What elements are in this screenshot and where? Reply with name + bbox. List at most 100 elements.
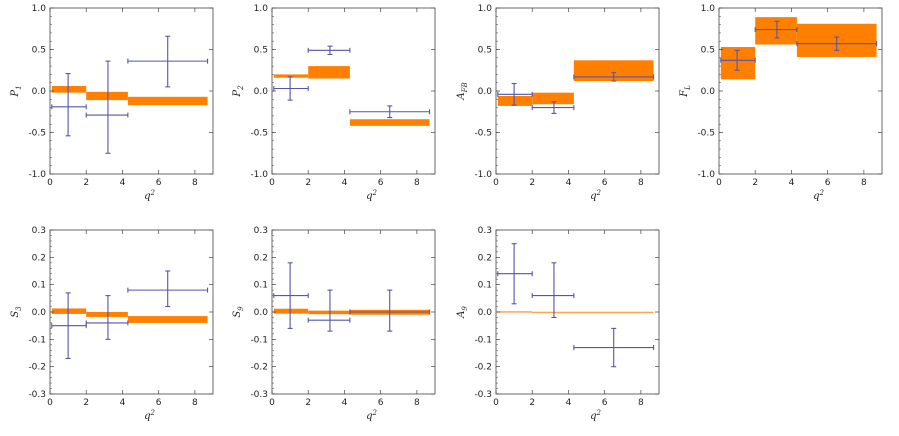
- x-tick-label: 8: [861, 178, 867, 188]
- theory-band-2: [86, 91, 128, 101]
- y-tick-label: 0.0: [254, 87, 269, 97]
- theory-band-3: [349, 119, 430, 126]
- x-tick-label: 8: [192, 178, 198, 188]
- y-tick-label: 1.0: [701, 4, 716, 14]
- data-point-2: [85, 60, 129, 154]
- y-tick-label: 0.2: [478, 253, 492, 263]
- y-tick-label: 0.3: [254, 226, 268, 236]
- theory-band-3: [127, 316, 208, 323]
- data-point-1: [51, 292, 87, 360]
- data-point-3: [573, 327, 655, 368]
- x-tick-label: 6: [156, 178, 162, 188]
- y-tick-label: 0.0: [32, 308, 47, 318]
- y-tick-label: 0.3: [32, 226, 46, 236]
- data-point-2: [307, 45, 351, 56]
- y-tick-label: -1.0: [250, 170, 268, 180]
- x-tick-label: 4: [120, 398, 126, 408]
- x-tick-label: 8: [414, 178, 420, 188]
- data-point-3: [349, 105, 431, 119]
- chart-panel-7: -0.3 -0.2 -0.1 0.0 0.1 0.2 0.3 0 2 4 6 8 q2 A9: [456, 226, 660, 422]
- data-point-2: [307, 289, 351, 332]
- x-tick-label: 0: [269, 398, 275, 408]
- y-tick-label: -0.1: [250, 335, 268, 345]
- y-axis-label: A9: [456, 306, 469, 319]
- plot-frame: [495, 7, 660, 175]
- x-tick-label: 4: [566, 178, 572, 188]
- chart-panel-3: -1.0 -0.5 0.0 0.5 1.0 0 2 4 6 8 q2 AFB: [456, 4, 660, 202]
- x-tick-label: 8: [638, 398, 644, 408]
- y-tick-label: -0.5: [28, 129, 46, 139]
- x-tick-label: 6: [378, 178, 384, 188]
- y-tick-label: 0.5: [478, 46, 492, 56]
- y-tick-label: -0.3: [250, 390, 268, 400]
- theory-band-1: [273, 308, 309, 314]
- y-tick-label: 0.0: [254, 308, 269, 318]
- data-point-1: [51, 73, 87, 137]
- theory-band-1: [497, 311, 533, 313]
- theory-band-3: [573, 311, 654, 314]
- data-point-3: [127, 270, 209, 308]
- y-tick-label: 0.2: [254, 253, 268, 263]
- data-point-2: [531, 101, 575, 114]
- x-tick-label: 2: [529, 178, 535, 188]
- theory-band-2: [308, 310, 350, 315]
- y-axis-label: P1: [10, 85, 23, 97]
- data-point-2: [85, 295, 129, 340]
- x-axis-label: q2: [366, 409, 377, 422]
- theory-band-1: [497, 95, 533, 106]
- x-axis-label: q2: [366, 189, 377, 202]
- x-tick-label: 8: [638, 178, 644, 188]
- y-tick-label: 0.2: [32, 253, 46, 263]
- data-point-3: [349, 289, 431, 332]
- x-axis-label: q2: [144, 409, 155, 422]
- y-tick-label: -0.1: [474, 335, 492, 345]
- x-tick-label: 8: [414, 398, 420, 408]
- y-tick-label: -0.1: [28, 335, 46, 345]
- y-tick-label: -0.5: [697, 129, 715, 139]
- x-tick-label: 0: [269, 178, 275, 188]
- y-tick-label: 0.0: [32, 87, 47, 97]
- y-tick-label: 0.0: [701, 87, 716, 97]
- theory-band-2: [532, 311, 574, 314]
- y-tick-label: 0.5: [254, 46, 268, 56]
- data-point-3: [796, 36, 878, 51]
- x-tick-label: 2: [305, 178, 311, 188]
- x-tick-label: 8: [192, 398, 198, 408]
- data-point-2: [754, 20, 798, 39]
- data-point-1: [720, 49, 756, 71]
- x-tick-label: 2: [752, 178, 758, 188]
- data-point-3: [127, 35, 209, 88]
- x-tick-label: 6: [602, 178, 608, 188]
- x-tick-label: 4: [342, 178, 348, 188]
- theory-band-1: [51, 308, 87, 314]
- theory-band-2: [308, 66, 350, 79]
- y-tick-label: -0.2: [28, 363, 46, 373]
- y-tick-label: 0.3: [478, 226, 492, 236]
- x-tick-label: 2: [83, 398, 89, 408]
- y-tick-label: -0.2: [474, 363, 492, 373]
- y-tick-label: -1.0: [697, 170, 715, 180]
- y-axis-label: FL: [679, 85, 692, 98]
- x-tick-label: 4: [789, 178, 795, 188]
- y-tick-label: 1.0: [478, 4, 493, 14]
- x-tick-label: 2: [305, 398, 311, 408]
- y-tick-label: -0.5: [474, 129, 492, 139]
- x-tick-label: 6: [602, 398, 608, 408]
- x-tick-label: 4: [342, 398, 348, 408]
- y-tick-label: -0.2: [250, 363, 268, 373]
- x-tick-label: 6: [156, 398, 162, 408]
- x-axis-label: q2: [590, 189, 601, 202]
- x-axis-label: q2: [590, 409, 601, 422]
- y-tick-label: 0.0: [478, 308, 493, 318]
- plot-frame: [271, 7, 436, 175]
- data-point-1: [497, 82, 533, 106]
- x-tick-label: 0: [47, 398, 53, 408]
- y-tick-label: -0.5: [250, 129, 268, 139]
- y-axis-label: P2: [232, 85, 245, 98]
- y-axis-label: S9: [232, 306, 245, 318]
- y-tick-label: 0.1: [478, 281, 492, 291]
- y-axis-label: S3: [10, 306, 23, 318]
- x-tick-label: 6: [378, 398, 384, 408]
- x-tick-label: 0: [716, 178, 722, 188]
